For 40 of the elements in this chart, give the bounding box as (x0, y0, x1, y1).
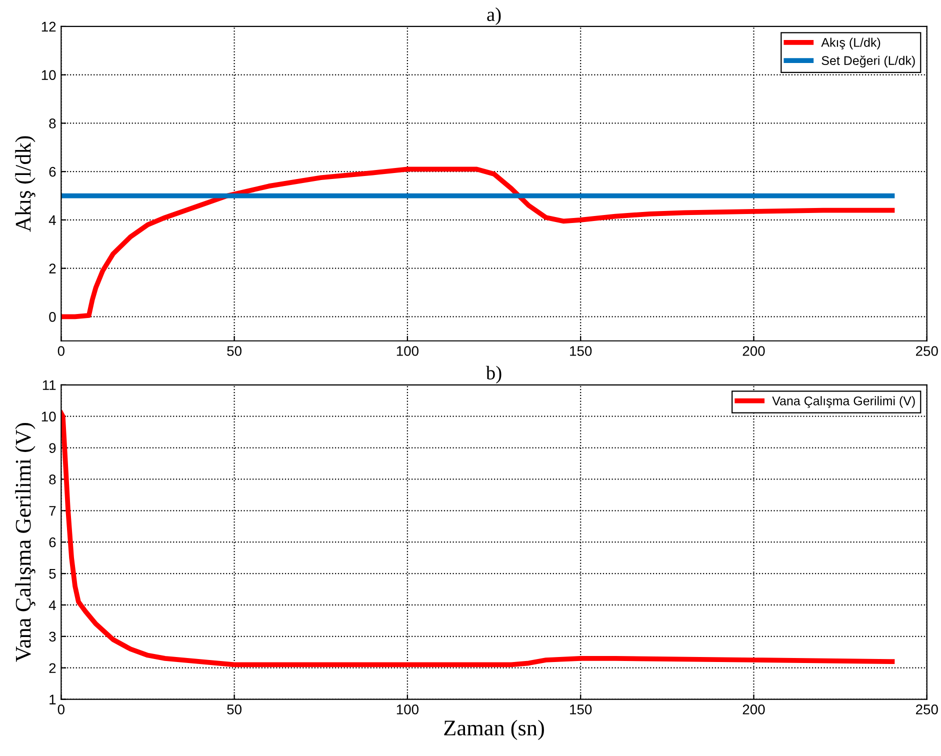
x-tick-label: 50 (227, 704, 242, 714)
y-tick-label: 2 (49, 663, 56, 673)
y-tick-label: 1 (50, 694, 56, 704)
y-tick-label: 7 (49, 506, 56, 516)
y-tick-label: 11 (42, 380, 56, 390)
x-tick-label: 250 (916, 346, 938, 356)
legend-label: Set Değeri (L/dk) (822, 56, 915, 68)
x-tick-label: 200 (742, 346, 765, 356)
y-tick-label: 4 (48, 600, 56, 610)
x-tick-label: 50 (227, 346, 242, 356)
x-axis-title: Zaman (sn) (444, 720, 544, 740)
y-axis-title: Akış (l/dk) (15, 136, 36, 232)
legend-label: Akış (L/dk) (821, 38, 880, 50)
chart-title: b) (486, 366, 502, 384)
y-tick-label: 6 (49, 166, 56, 177)
y-tick-label: 8 (49, 474, 56, 484)
y-tick-label: 2 (49, 264, 56, 274)
x-tick-label: 0 (58, 346, 64, 356)
line-series (61, 166, 895, 320)
x-tick-label: 150 (570, 704, 592, 714)
line-series (61, 410, 895, 668)
x-tick-label: 200 (742, 704, 765, 714)
x-tick-label: 250 (916, 704, 938, 714)
y-tick-label: 10 (42, 412, 56, 422)
y-tick-label: 4 (48, 215, 56, 225)
legend-label: Vana Çalışma Gerilimi (V) (772, 396, 915, 408)
x-tick-label: 150 (570, 346, 592, 356)
y-tick-label: 5 (49, 569, 56, 579)
y-axis-title: Vana Çalışma Gerilimi (V) (15, 423, 36, 662)
chart-title: a) (487, 7, 501, 26)
x-tick-label: 100 (396, 704, 418, 714)
x-tick-label: 100 (396, 346, 418, 356)
x-tick-label: 0 (58, 704, 64, 714)
y-tick-label: 8 (49, 118, 56, 128)
y-tick-label: 10 (42, 70, 56, 80)
y-tick-label: 12 (42, 22, 56, 32)
y-tick-label: 0 (49, 312, 56, 322)
y-tick-label: 6 (49, 537, 56, 548)
y-tick-label: 3 (49, 632, 56, 642)
y-tick-label: 9 (49, 443, 56, 453)
